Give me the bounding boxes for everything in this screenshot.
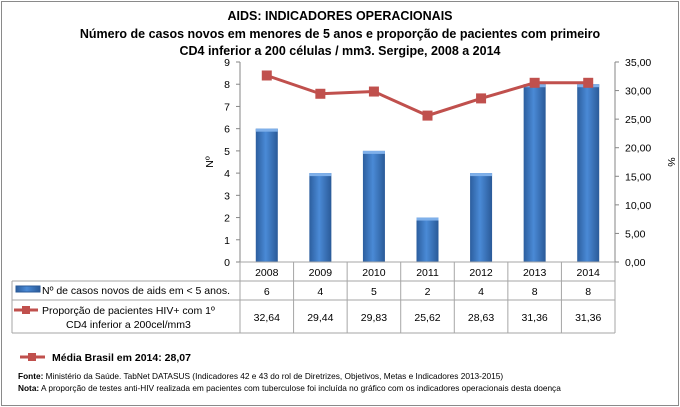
table-cell-proporcao: 31,36 bbox=[575, 312, 601, 324]
x-tick-label: 2013 bbox=[523, 267, 547, 279]
y-right-tick-label: 35,00 bbox=[625, 57, 651, 69]
media-brasil-marker bbox=[28, 353, 36, 361]
bar-2010 bbox=[362, 150, 385, 262]
y-left-tick-label: 1 bbox=[224, 235, 230, 247]
table-cell-casos: 4 bbox=[317, 286, 323, 298]
legend-bar-swatch bbox=[15, 285, 41, 293]
y-left-tick-label: 5 bbox=[224, 146, 230, 158]
y-axis-left-label: Nº bbox=[204, 156, 216, 168]
legend-line-label-1: Proporção de pacientes HIV+ com 1º bbox=[42, 305, 215, 317]
y-left-tick-label: 2 bbox=[224, 213, 230, 225]
legend-line-label-2: CD4 inferior a 200cel/mm3 bbox=[66, 319, 191, 331]
y-left-tick-label: 7 bbox=[224, 101, 230, 113]
table-cell-casos: 2 bbox=[425, 286, 431, 298]
y-left-tick-label: 6 bbox=[224, 124, 230, 136]
bar-2008 bbox=[255, 128, 278, 262]
chart-title: AIDS: INDICADORES OPERACIONAIS bbox=[227, 9, 452, 23]
y-right-tick-label: 20,00 bbox=[625, 143, 651, 155]
footer-nota: Nota: A proporção de testes anti-HIV rea… bbox=[18, 383, 561, 393]
y-right-tick-label: 0,00 bbox=[625, 257, 646, 269]
y-left-tick-label: 0 bbox=[224, 257, 230, 269]
table-cell-casos: 8 bbox=[585, 286, 591, 298]
y-left-tick-label: 4 bbox=[224, 168, 230, 180]
table-cell-proporcao: 32,64 bbox=[254, 312, 280, 324]
line-point-2011 bbox=[422, 110, 433, 121]
nota-label: Nota: bbox=[18, 383, 39, 393]
x-tick-label: 2014 bbox=[577, 267, 601, 279]
table-cell-casos: 6 bbox=[264, 286, 270, 298]
table-cell-casos: 4 bbox=[478, 286, 484, 298]
fonte-label: Fonte: bbox=[18, 371, 43, 381]
y-left-tick-label: 3 bbox=[224, 190, 230, 202]
line-point-2010 bbox=[368, 86, 379, 97]
bar-2013 bbox=[523, 84, 546, 262]
y-right-tick-label: 5,00 bbox=[625, 228, 646, 240]
y-left-tick-label: 9 bbox=[224, 57, 230, 69]
bar-top-highlight bbox=[416, 217, 439, 221]
bar-2009 bbox=[309, 173, 332, 262]
bar-top-highlight bbox=[309, 173, 332, 177]
chart-subtitle-line1: Número de casos novos em menores de 5 an… bbox=[80, 27, 601, 41]
nota-text: A proporção de testes anti-HIV realizada… bbox=[39, 383, 561, 393]
x-tick-label: 2009 bbox=[309, 267, 333, 279]
bar-top-highlight bbox=[255, 128, 278, 132]
x-tick-label: 2008 bbox=[255, 267, 279, 279]
line-point-2008 bbox=[261, 70, 272, 81]
bar-top-highlight bbox=[470, 173, 493, 177]
x-tick-label: 2010 bbox=[362, 267, 386, 279]
table-cell-proporcao: 29,44 bbox=[307, 312, 333, 324]
bar-2012 bbox=[470, 173, 493, 262]
line-point-2012 bbox=[476, 93, 487, 104]
bar-top-highlight bbox=[362, 150, 385, 154]
table-cell-proporcao: 29,83 bbox=[361, 312, 387, 324]
footer-fonte: Fonte: Ministério da Saúde. TabNet DATAS… bbox=[18, 371, 503, 381]
x-tick-label: 2011 bbox=[416, 267, 439, 279]
chart-subtitle-line2: CD4 inferior a 200 células / mm3. Sergip… bbox=[179, 44, 500, 58]
y-right-tick-label: 30,00 bbox=[625, 86, 651, 98]
y-right-tick-label: 25,00 bbox=[625, 114, 651, 126]
table-cell-casos: 5 bbox=[371, 286, 377, 298]
bar-2014 bbox=[577, 84, 600, 262]
bar-2011 bbox=[416, 217, 439, 262]
legend-line-marker bbox=[22, 306, 30, 314]
y-axis-right-label: % bbox=[665, 157, 677, 166]
line-point-2013 bbox=[529, 77, 540, 88]
fonte-text: Ministério da Saúde. TabNet DATASUS (Ind… bbox=[43, 371, 503, 381]
x-tick-label: 2012 bbox=[469, 267, 493, 279]
table-cell-proporcao: 31,36 bbox=[522, 312, 548, 324]
line-point-2009 bbox=[315, 88, 326, 99]
y-right-tick-label: 15,00 bbox=[625, 171, 651, 183]
table-cell-casos: 8 bbox=[532, 286, 538, 298]
table-cell-proporcao: 28,63 bbox=[468, 312, 494, 324]
legend-bar-label: Nº de casos novos de aids em < 5 anos. bbox=[42, 285, 230, 297]
table-cell-proporcao: 25,62 bbox=[414, 312, 440, 324]
media-brasil-label: Média Brasil em 2014: 28,07 bbox=[52, 352, 191, 364]
y-left-tick-label: 8 bbox=[224, 79, 230, 91]
y-right-tick-label: 10,00 bbox=[625, 200, 651, 212]
line-point-2014 bbox=[583, 77, 594, 88]
